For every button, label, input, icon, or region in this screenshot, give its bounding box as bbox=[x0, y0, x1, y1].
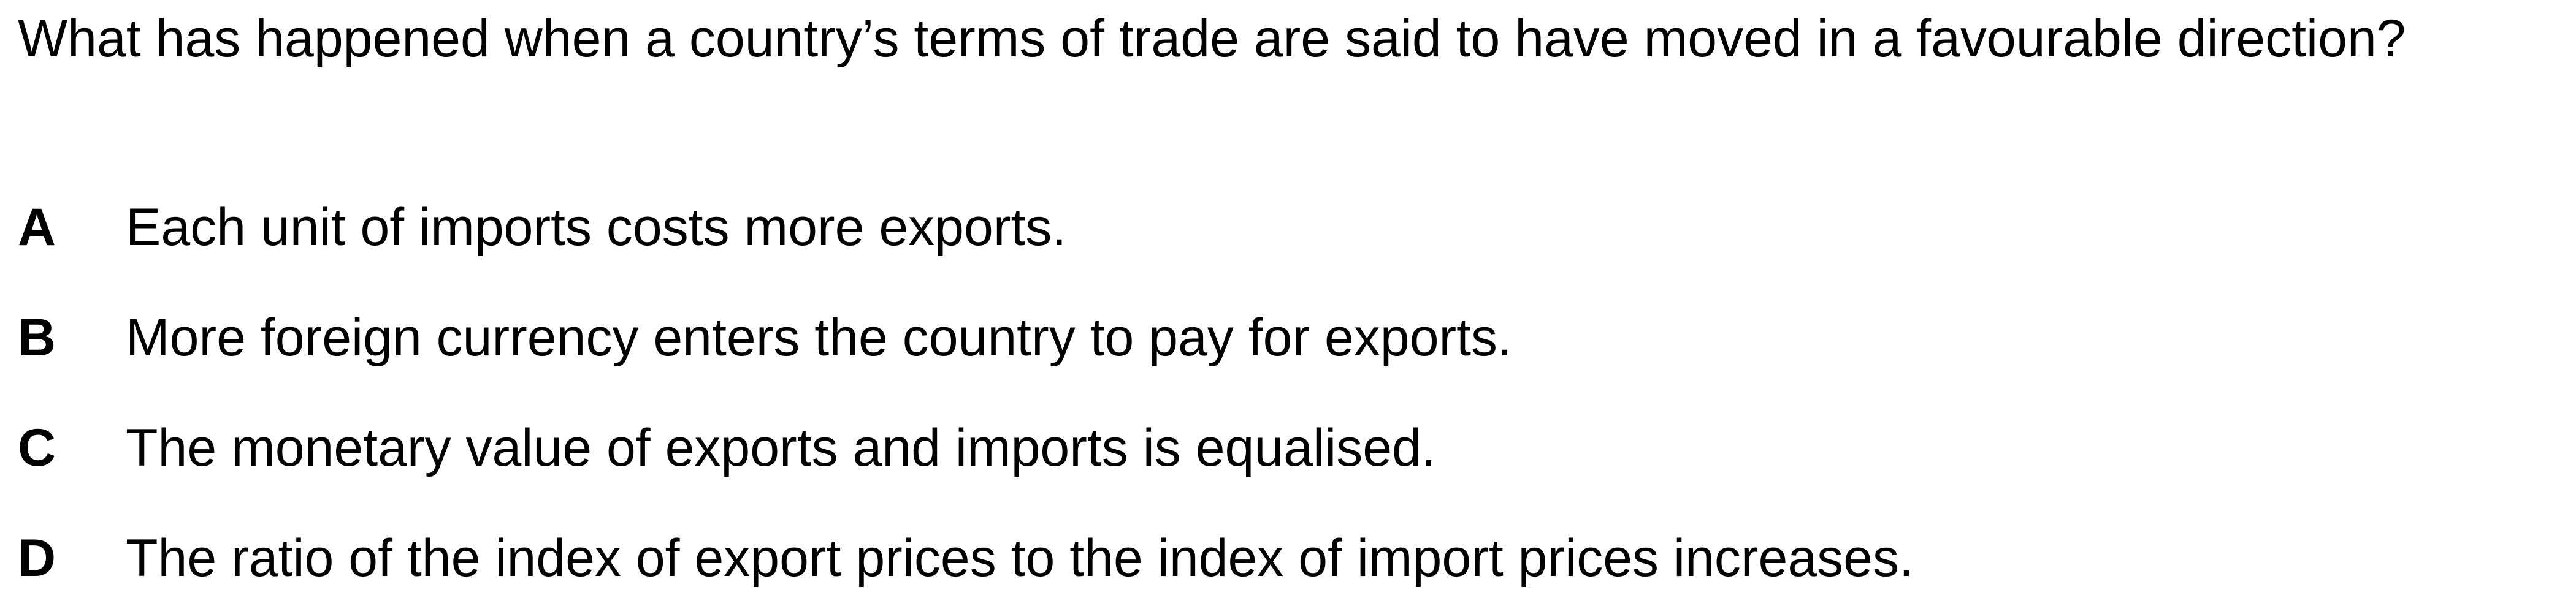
question-text: What has happened when a country’s terms… bbox=[18, 9, 2406, 68]
option-c[interactable]: C The monetary value of exports and impo… bbox=[18, 414, 2532, 482]
option-b-text: More foreign currency enters the country… bbox=[126, 308, 1512, 367]
option-b-letter: B bbox=[18, 308, 56, 367]
option-b[interactable]: B More foreign currency enters the count… bbox=[18, 304, 2532, 371]
option-a[interactable]: A Each unit of imports costs more export… bbox=[18, 194, 2532, 261]
option-d[interactable]: D The ratio of the index of export price… bbox=[18, 525, 2532, 592]
option-d-letter: D bbox=[18, 529, 56, 588]
option-a-text: Each unit of imports costs more exports. bbox=[126, 198, 1067, 257]
option-d-text: The ratio of the index of export prices … bbox=[126, 529, 1914, 588]
option-c-letter: C bbox=[18, 419, 56, 477]
option-c-text: The monetary value of exports and import… bbox=[126, 419, 1436, 477]
option-a-letter: A bbox=[18, 198, 56, 257]
